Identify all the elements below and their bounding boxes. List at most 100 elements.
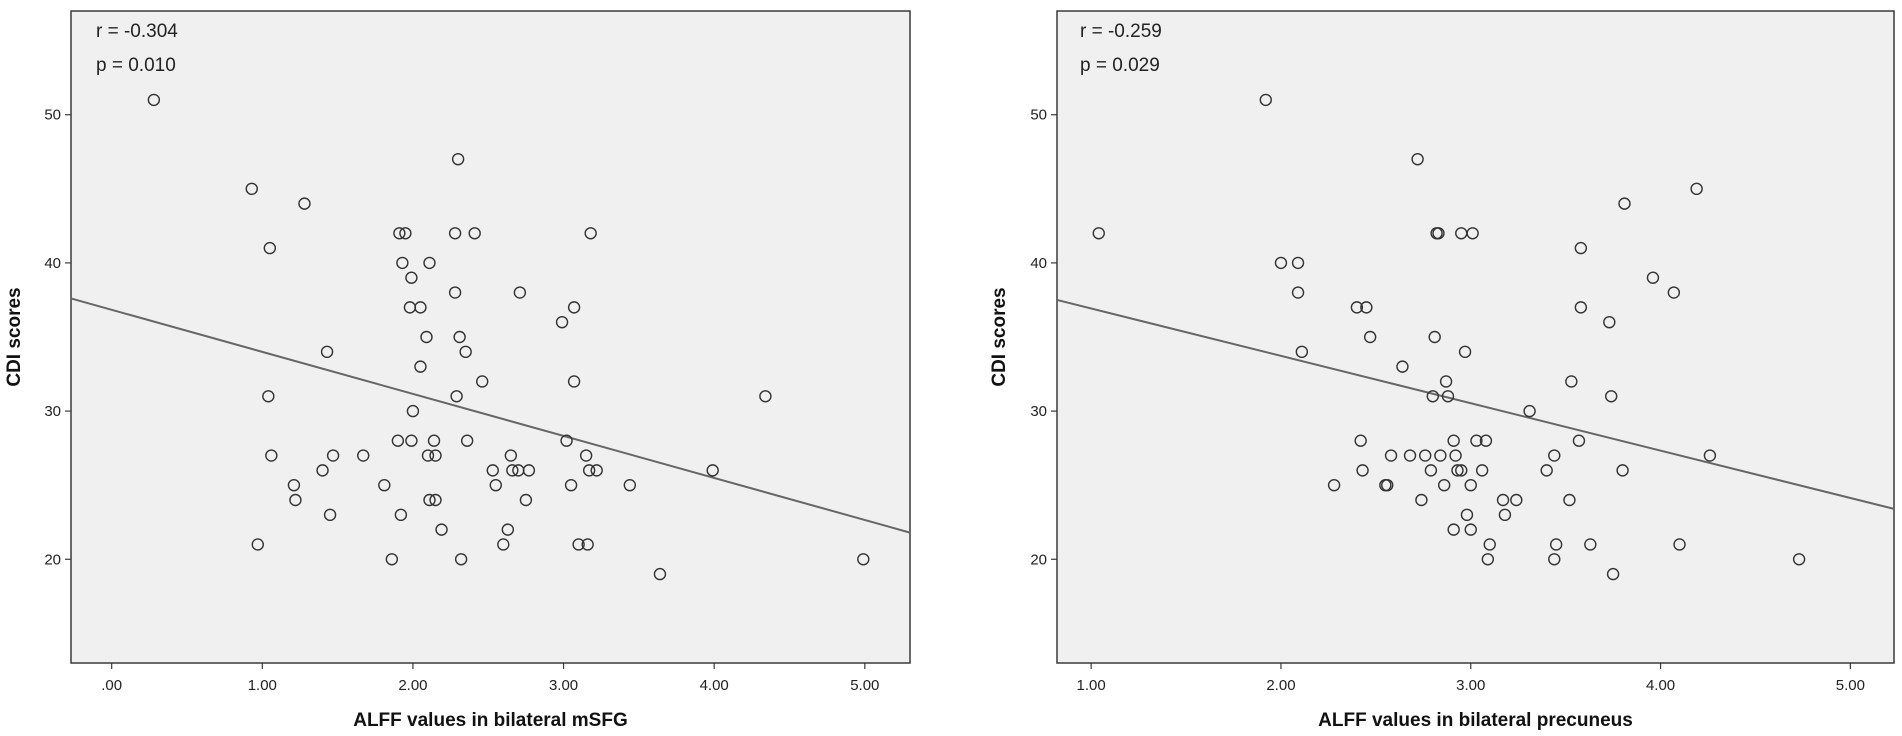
regression-line: [1056, 298, 1895, 510]
data-point: [1291, 286, 1305, 299]
data-point: [298, 197, 311, 210]
data-point: [460, 434, 474, 447]
data-point: [453, 330, 466, 344]
data-point: [1616, 464, 1629, 477]
plot-area: [1056, 10, 1895, 664]
data-point: [572, 538, 585, 551]
data-point: [1381, 478, 1394, 492]
data-point: [393, 227, 406, 240]
x-tick-label: 1.00: [1077, 677, 1106, 694]
data-point: [1703, 449, 1717, 462]
data-point: [289, 493, 302, 507]
data-point: [1460, 508, 1474, 522]
data-point: [1563, 493, 1576, 507]
data-point: [504, 449, 518, 462]
x-tick-label: 4.00: [1646, 677, 1675, 694]
data-point: [451, 152, 465, 166]
plot-area: [70, 10, 911, 664]
data-point: [1451, 464, 1464, 477]
x-tick-label: 4.00: [700, 677, 729, 694]
data-point: [1690, 182, 1703, 196]
x-tick-label: 3.00: [549, 677, 578, 694]
data-point: [1403, 449, 1417, 462]
data-point: [1475, 464, 1489, 477]
x-tick-label: 5.00: [1836, 677, 1865, 694]
data-point: [1327, 478, 1341, 492]
data-point: [1426, 390, 1439, 403]
data-point: [450, 390, 463, 403]
data-point: [396, 256, 409, 270]
data-point: [1441, 390, 1455, 403]
correlation-r-label: r = -0.304: [96, 21, 178, 42]
data-point: [1605, 390, 1618, 403]
data-point: [1356, 464, 1369, 477]
data-point: [357, 449, 370, 462]
data-point: [378, 478, 391, 492]
data-point: [414, 360, 427, 373]
data-point: [579, 449, 593, 462]
data-point: [1584, 538, 1597, 551]
chart-msfg: 20 30 40 50 .00 1.00 2.00 3.00 4.00 5.00 r = -0.30…: [4, 10, 911, 731]
data-point: [394, 508, 408, 522]
data-point: [405, 271, 418, 284]
data-point: [1574, 241, 1588, 255]
data-point: [263, 241, 277, 255]
data-point: [1350, 301, 1364, 314]
y-axis-title: CDI scores: [989, 287, 1010, 386]
data-point: [1291, 256, 1305, 270]
data-point: [435, 523, 448, 536]
data-point: [320, 345, 334, 359]
data-point: [1574, 301, 1588, 314]
data-point: [1449, 449, 1462, 462]
x-tick-label: 2.00: [1266, 677, 1295, 694]
data-point: [287, 478, 301, 492]
data-point: [406, 404, 420, 418]
data-point: [421, 449, 435, 462]
data-point: [1673, 538, 1686, 551]
data-point: [459, 345, 472, 359]
data-point: [584, 227, 597, 240]
p-value-label: p = 0.029: [1080, 55, 1160, 76]
data-point: [501, 523, 515, 536]
data-point: [1384, 449, 1398, 462]
y-axis-title: CDI scores: [4, 287, 25, 386]
y-tick-label: 30: [44, 403, 61, 420]
data-point: [857, 553, 870, 566]
data-point: [522, 464, 536, 477]
data-point: [423, 493, 436, 507]
data-point: [519, 493, 533, 507]
regression-line: [70, 297, 911, 534]
data-point: [1464, 478, 1477, 492]
data-point: [429, 493, 442, 507]
data-point: [1540, 464, 1553, 477]
data-point: [1424, 464, 1438, 477]
chart-precuneus: 20 30 40 50 1.00 2.00 3.00 4.00 5.00 r = -0.259 p …: [989, 10, 1895, 731]
data-point: [147, 93, 161, 107]
data-point: [1565, 375, 1578, 388]
data-point: [1447, 523, 1460, 536]
data-point: [245, 182, 258, 196]
data-point: [423, 256, 436, 270]
data-point: [414, 301, 427, 314]
data-point: [1274, 256, 1288, 270]
data-point: [1523, 404, 1536, 418]
p-value-label: p = 0.010: [96, 55, 176, 76]
data-point: [323, 508, 337, 522]
data-point: [1548, 449, 1561, 462]
data-point: [497, 538, 510, 551]
data-point: [391, 434, 405, 447]
data-point: [448, 227, 462, 240]
x-tick-label: .00: [101, 677, 122, 694]
data-point: [1498, 508, 1512, 522]
data-point: [653, 567, 667, 581]
data-point: [582, 464, 596, 477]
data-point: [1496, 493, 1510, 507]
data-point: [1548, 553, 1561, 566]
data-point: [706, 464, 719, 477]
data-point: [1439, 375, 1453, 388]
data-point: [1479, 434, 1493, 447]
data-point: [623, 478, 637, 492]
y-tick-label: 40: [1030, 255, 1047, 272]
data-point: [1572, 434, 1586, 447]
